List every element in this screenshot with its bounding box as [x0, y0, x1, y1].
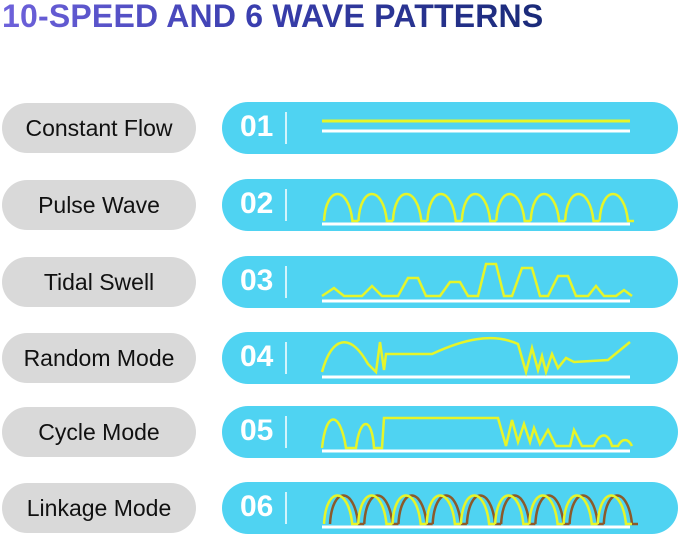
mode-label: Pulse Wave: [2, 180, 196, 230]
mode-label-text: Cycle Mode: [38, 418, 160, 445]
mode-label-text: Tidal Swell: [43, 268, 155, 295]
mode-label: Cycle Mode: [2, 407, 196, 457]
wave-graph: [285, 336, 631, 379]
mode-number: 05: [240, 414, 274, 447]
wave-line: [320, 416, 634, 450]
mode-label-text: Pulse Wave: [38, 191, 160, 218]
mode-label-text: Constant Flow: [25, 114, 173, 141]
wave-line: [320, 336, 631, 377]
wave-graph: [285, 262, 633, 303]
mode-label: Tidal Swell: [2, 257, 196, 307]
mode-number: 02: [240, 187, 274, 220]
mode-label-text: Linkage Mode: [26, 494, 172, 521]
mode-label: Linkage Mode: [2, 483, 196, 533]
wave-graph: [285, 112, 630, 144]
mode-label: Random Mode: [2, 333, 196, 383]
wave-pattern-02: 02: [222, 179, 678, 231]
mode-number: 04: [240, 340, 274, 373]
wave-pattern-01: 01: [222, 102, 678, 154]
wave-pattern-03: 03: [222, 256, 678, 308]
wave-pattern-05: 05: [222, 406, 678, 458]
wave-pattern-06: 06: [222, 482, 678, 534]
page-title: 10-SPEED AND 6 WAVE PATTERNS: [2, 0, 544, 34]
mode-label: Constant Flow: [2, 103, 196, 153]
mode-number: 03: [240, 264, 274, 297]
wave-line: [322, 119, 630, 133]
wave-graph: [285, 492, 638, 529]
wave-line: [322, 494, 638, 526]
mode-label-text: Random Mode: [23, 344, 175, 371]
wave-line: [321, 262, 633, 298]
mode-number: 01: [240, 110, 274, 143]
wave-line: [322, 192, 634, 223]
wave-pattern-04: 04: [222, 332, 678, 384]
mode-number: 06: [240, 490, 274, 523]
wave-graph: [285, 189, 634, 226]
wave-graph: [285, 416, 634, 453]
